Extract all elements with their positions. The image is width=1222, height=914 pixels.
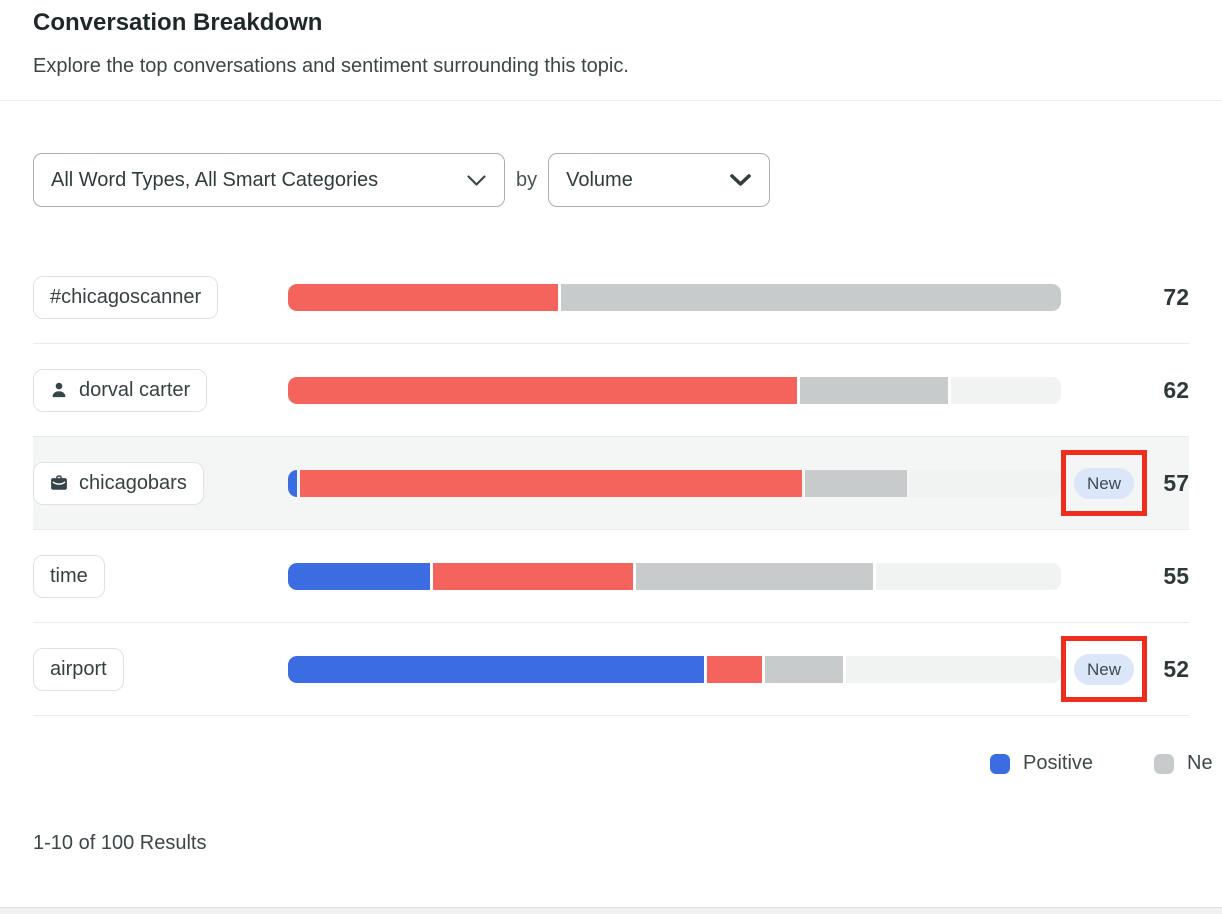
bar-segment-negative	[433, 562, 634, 590]
page-title: Conversation Breakdown	[33, 9, 323, 36]
volume-value: 57	[1163, 469, 1189, 496]
volume-value: 55	[1163, 562, 1189, 589]
panel-header: Conversation Breakdown Explore the top c…	[0, 0, 1222, 101]
sort-by-dropdown[interactable]: Volume	[548, 153, 771, 207]
bar-segment-rest	[846, 655, 1061, 683]
legend-label: Positive	[1023, 752, 1094, 774]
volume-value: 52	[1163, 655, 1189, 682]
bar-segment-negative	[707, 655, 763, 683]
bar-segment-rest	[950, 376, 1061, 404]
sentiment-bar	[288, 283, 1061, 311]
sentiment-bar	[288, 562, 1062, 590]
sentiment-bar	[288, 655, 1061, 683]
bar-segment-positive	[288, 562, 431, 590]
bar-segment-neutral	[799, 376, 948, 404]
person-icon	[50, 381, 68, 399]
sentiment-bar	[288, 469, 1061, 497]
results-count: 1-10 of 100 Results	[33, 832, 207, 854]
briefcase-icon	[50, 474, 68, 492]
topic-pill[interactable]: time	[33, 554, 105, 598]
topic-pill-label: chicagobars	[79, 471, 187, 494]
filter-connector-label: by	[516, 168, 538, 191]
bar-segment-rest	[876, 562, 1062, 590]
topic-pill-label: time	[50, 564, 88, 587]
legend: Positive Ne	[0, 752, 1222, 778]
sort-by-dropdown-value: Volume	[566, 168, 633, 191]
topic-pill-label: #chicagoscanner	[50, 285, 202, 308]
chevron-down-icon	[729, 173, 752, 187]
bar-segment-neutral	[805, 469, 908, 497]
sentiment-bar	[288, 376, 1061, 404]
bar-segment-neutral	[765, 655, 844, 683]
annotation-rectangle: New	[1061, 636, 1147, 702]
word-types-dropdown[interactable]: All Word Types, All Smart Categories	[33, 153, 505, 207]
conversation-list: #chicagoscanner 72 dorval carter 62	[33, 251, 1189, 716]
bar-segment-rest	[910, 469, 1061, 497]
bar-segment-neutral	[561, 283, 1061, 311]
topic-pill[interactable]: chicagobars	[33, 461, 204, 505]
topic-pill[interactable]: dorval carter	[33, 368, 208, 412]
conversation-row: time 55	[33, 530, 1189, 623]
bar-segment-negative	[288, 376, 797, 404]
topic-pill-label: airport	[50, 657, 107, 680]
page-subtitle: Explore the top conversations and sentim…	[33, 55, 629, 77]
volume-value: 72	[1163, 283, 1189, 310]
chevron-down-icon	[466, 174, 487, 187]
bar-segment-positive	[288, 469, 298, 497]
new-badge: New	[1073, 467, 1134, 499]
conversation-row: airport New 52	[33, 623, 1189, 716]
bar-segment-neutral	[636, 562, 874, 590]
conversation-row: #chicagoscanner 72	[33, 251, 1189, 344]
new-badge: New	[1073, 653, 1134, 685]
filter-bar: All Word Types, All Smart Categories by …	[33, 153, 1189, 207]
positive-swatch	[990, 753, 1010, 774]
word-types-dropdown-value: All Word Types, All Smart Categories	[51, 168, 379, 191]
conversation-row: chicagobars New 57	[33, 437, 1189, 530]
bottom-divider	[0, 907, 1222, 914]
conversation-row: dorval carter 62	[33, 344, 1189, 437]
topic-pill-label: dorval carter	[79, 378, 191, 401]
neutral-swatch	[1154, 753, 1174, 774]
bar-segment-negative	[300, 469, 803, 497]
bar-segment-positive	[288, 655, 705, 683]
volume-value: 62	[1163, 376, 1189, 403]
legend-item-positive: Positive	[990, 752, 1093, 775]
legend-item-neutral: Ne	[1154, 752, 1213, 775]
annotation-rectangle: New	[1061, 450, 1147, 516]
legend-label: Ne	[1187, 752, 1213, 774]
topic-pill[interactable]: airport	[33, 647, 124, 691]
topic-pill[interactable]: #chicagoscanner	[33, 275, 219, 319]
bar-segment-negative	[288, 283, 559, 311]
